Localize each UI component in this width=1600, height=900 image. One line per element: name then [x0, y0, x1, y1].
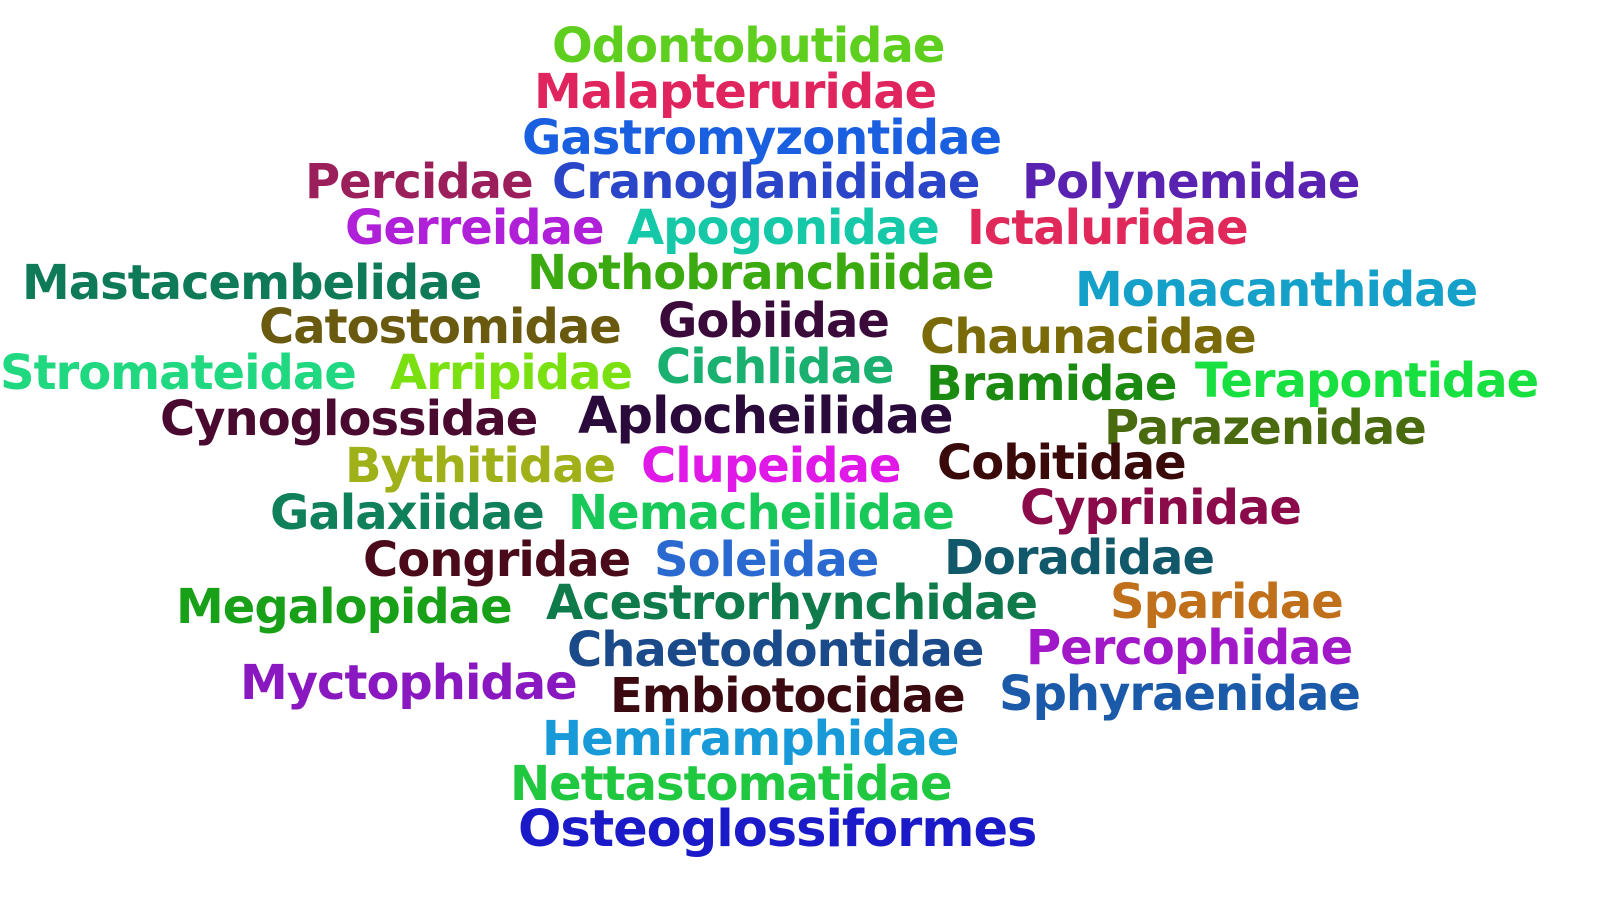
word-malapteruridae: Malapteruridae: [534, 64, 937, 120]
word-chaunacidae: Chaunacidae: [920, 309, 1257, 365]
word-cichlidae: Cichlidae: [656, 339, 895, 395]
word-terapontidae: Terapontidae: [1195, 353, 1539, 409]
word-cranoglanididae: Cranoglanididae: [552, 154, 980, 210]
word-osteoglossiformes: Osteoglossiformes: [518, 800, 1037, 859]
word-cynoglossidae: Cynoglossidae: [160, 391, 538, 447]
word-stromateidae: Stromateidae: [0, 345, 357, 401]
word-gerreidae: Gerreidae: [345, 200, 605, 256]
word-odontobutidae: Odontobutidae: [552, 18, 945, 74]
word-polynemidae: Polynemidae: [1022, 154, 1360, 210]
word-sparidae: Sparidae: [1110, 574, 1344, 630]
word-galaxiidae: Galaxiidae: [270, 485, 545, 541]
word-arripidae: Arripidae: [390, 345, 633, 401]
word-nemacheilidae: Nemacheilidae: [568, 485, 955, 541]
word-megalopidae: Megalopidae: [176, 579, 513, 635]
word-sphyraenidae: Sphyraenidae: [999, 666, 1361, 722]
word-nettastomatidae: Nettastomatidae: [510, 756, 953, 812]
word-soleidae: Soleidae: [654, 532, 879, 588]
word-nothobranchiidae: Nothobranchiidae: [527, 245, 995, 301]
word-congridae: Congridae: [363, 532, 631, 588]
word-cyprinidae: Cyprinidae: [1020, 480, 1302, 536]
word-acestrorhynchidae: Acestrorhynchidae: [546, 575, 1038, 631]
word-chaetodontidae: Chaetodontidae: [567, 622, 984, 678]
word-bramidae: Bramidae: [926, 356, 1177, 412]
word-apogonidae: Apogonidae: [627, 200, 940, 256]
word-gastromyzontidae: Gastromyzontidae: [522, 110, 1002, 166]
word-bythitidae: Bythitidae: [345, 438, 616, 494]
word-gobiidae: Gobiidae: [658, 293, 890, 349]
word-embiotocidae: Embiotocidae: [610, 668, 966, 724]
word-hemiramphidae: Hemiramphidae: [542, 711, 960, 767]
word-mastacembelidae: Mastacembelidae: [22, 255, 482, 311]
word-catostomidae: Catostomidae: [259, 299, 622, 355]
word-monacanthidae: Monacanthidae: [1075, 262, 1478, 318]
word-cobitidae: Cobitidae: [937, 435, 1187, 491]
word-clupeidae: Clupeidae: [641, 438, 902, 494]
word-doradidae: Doradidae: [944, 530, 1215, 586]
word-parazenidae: Parazenidae: [1104, 400, 1427, 456]
word-ictaluridae: Ictaluridae: [967, 200, 1249, 256]
word-percidae: Percidae: [305, 154, 534, 210]
word-percophidae: Percophidae: [1026, 620, 1353, 676]
word-aplocheilidae: Aplocheilidae: [578, 387, 954, 446]
word-myctophidae: Myctophidae: [240, 655, 578, 711]
